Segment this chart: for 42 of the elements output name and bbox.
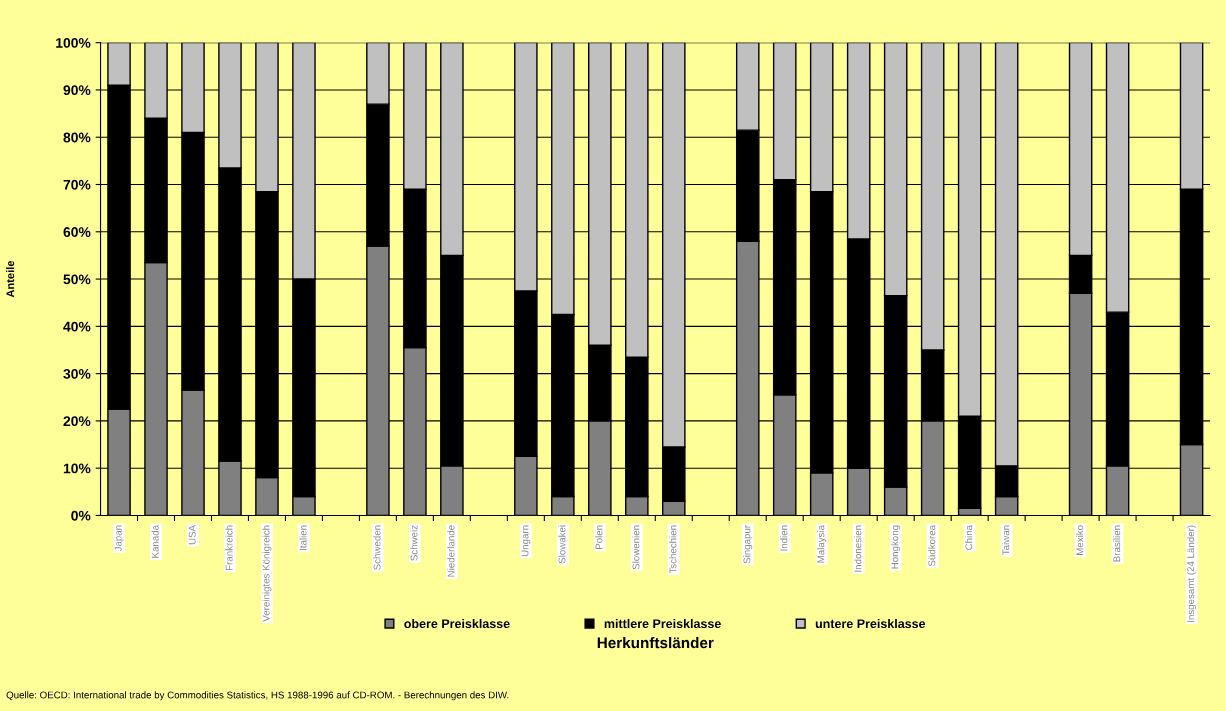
x-tick-label: USA (188, 524, 196, 545)
y-tick-label: 40% (63, 321, 91, 332)
x-tick-label: Taiwan (1002, 525, 1010, 555)
y-axis-title: Anteile (6, 260, 15, 298)
x-tick-label: China (965, 524, 973, 550)
y-tick-label: 80% (63, 132, 91, 143)
x-tick-label: Schweiz (410, 525, 418, 561)
x-tick-label: Malaysia (817, 524, 827, 563)
y-tick-label: 100% (56, 37, 91, 48)
legend-label: untere Preisklasse (815, 618, 926, 629)
x-tick-label: Indien (780, 525, 788, 551)
x-tick-label: Frankreich (225, 525, 233, 571)
x-tick-label: Südkorea (928, 524, 936, 567)
legend-label: mittlere Preisklasse (604, 618, 721, 629)
y-tick-label: 0% (71, 510, 91, 521)
x-tick-label: Ungarn (521, 525, 531, 557)
x-tick-label: Slowakei (558, 525, 566, 564)
x-axis-title: Herkunftsländer (597, 637, 714, 649)
x-tick-label: Hongkong (891, 525, 901, 569)
y-tick-label: 10% (63, 463, 91, 474)
x-tick-label: Polen (595, 525, 603, 549)
y-tick-label: 70% (63, 179, 91, 190)
x-tick-label: Japan (114, 525, 124, 552)
y-tick-label: 20% (63, 416, 91, 427)
x-tick-label: Niederlande (447, 525, 455, 577)
x-tick-label: Brasilien (1113, 525, 1121, 562)
x-tick-label: Tschechien (669, 525, 677, 574)
y-tick-label: 60% (63, 227, 91, 237)
x-tick-label: Singapur (743, 525, 753, 564)
y-tick-label: 30% (63, 368, 91, 379)
x-tick-label: Indonesien (854, 525, 862, 572)
y-tick-label: 50% (63, 274, 91, 285)
source-note: Quelle: OECD: International trade by Commodities Statistics, HS 1988-1996 auf CD-ROM. - Berechnungen des DIW. (6, 691, 509, 701)
x-tick-label: Slowenien (632, 525, 640, 570)
x-tick-label: Italien (299, 525, 307, 550)
y-tick-label: 90% (63, 85, 91, 96)
legend-label: obere Preisklasse (404, 618, 510, 629)
x-tick-label: Kanada (151, 524, 159, 558)
x-tick-label: Mexiko (1076, 525, 1084, 555)
x-tick-label: Schweden (373, 525, 381, 570)
x-tick-label: Vereinigtes Königreich (262, 525, 272, 622)
x-tick-label: Insgesamt (24 Länder) (1187, 525, 1197, 622)
